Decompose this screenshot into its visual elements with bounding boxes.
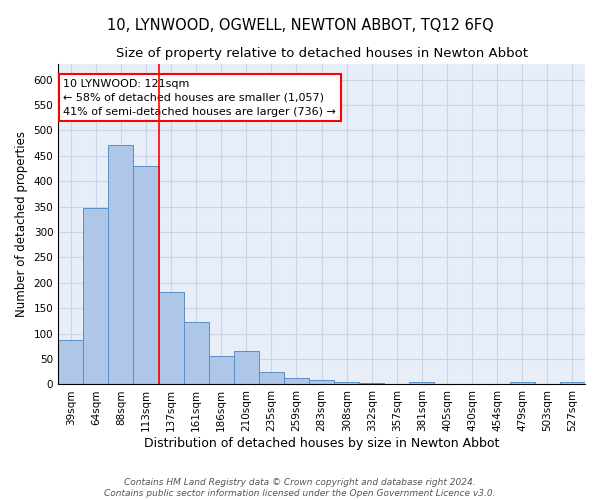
Bar (284, 378, 309, 384)
X-axis label: Distribution of detached houses by size in Newton Abbot: Distribution of detached houses by size … (144, 437, 499, 450)
Bar (109, 144, 133, 384)
Bar (234, 352, 259, 384)
Text: 10 LYNWOOD: 121sqm
← 58% of detached houses are smaller (1,057)
41% of semi-deta: 10 LYNWOOD: 121sqm ← 58% of detached hou… (64, 79, 337, 117)
Text: 10, LYNWOOD, OGWELL, NEWTON ABBOT, TQ12 6FQ: 10, LYNWOOD, OGWELL, NEWTON ABBOT, TQ12 … (107, 18, 493, 32)
Bar (309, 380, 334, 384)
Bar (334, 382, 359, 384)
Bar (259, 372, 284, 384)
Bar (209, 356, 234, 384)
Bar (184, 322, 209, 384)
Bar (83, 208, 109, 384)
Bar (133, 166, 158, 384)
Bar (510, 382, 535, 384)
Y-axis label: Number of detached properties: Number of detached properties (15, 132, 28, 318)
Text: Contains HM Land Registry data © Crown copyright and database right 2024.
Contai: Contains HM Land Registry data © Crown c… (104, 478, 496, 498)
Bar (158, 292, 184, 384)
Bar (58, 340, 83, 384)
Bar (409, 382, 434, 384)
Bar (560, 382, 585, 384)
Title: Size of property relative to detached houses in Newton Abbot: Size of property relative to detached ho… (116, 48, 527, 60)
